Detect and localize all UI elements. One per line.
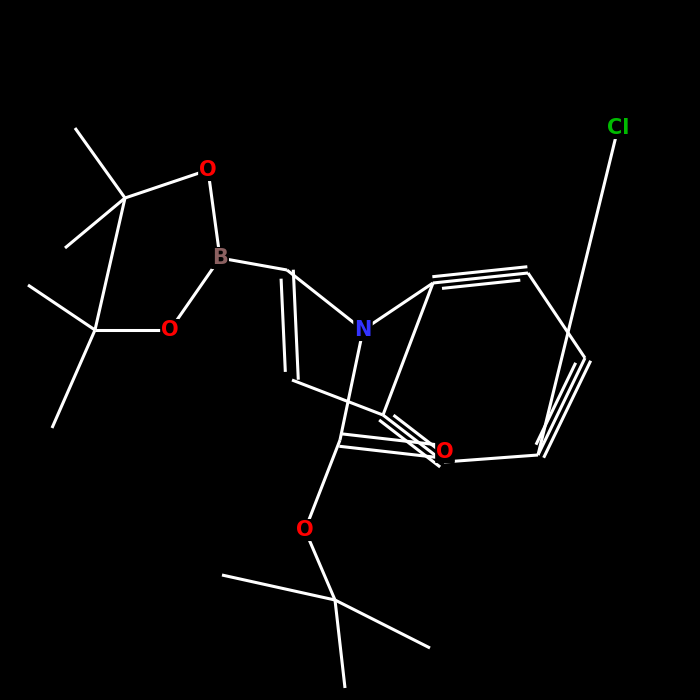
Text: O: O [296, 520, 314, 540]
Text: Cl: Cl [607, 118, 629, 138]
Text: B: B [212, 248, 228, 268]
Text: O: O [436, 442, 454, 462]
Text: N: N [354, 320, 372, 340]
Text: O: O [161, 320, 178, 340]
Text: O: O [199, 160, 217, 180]
